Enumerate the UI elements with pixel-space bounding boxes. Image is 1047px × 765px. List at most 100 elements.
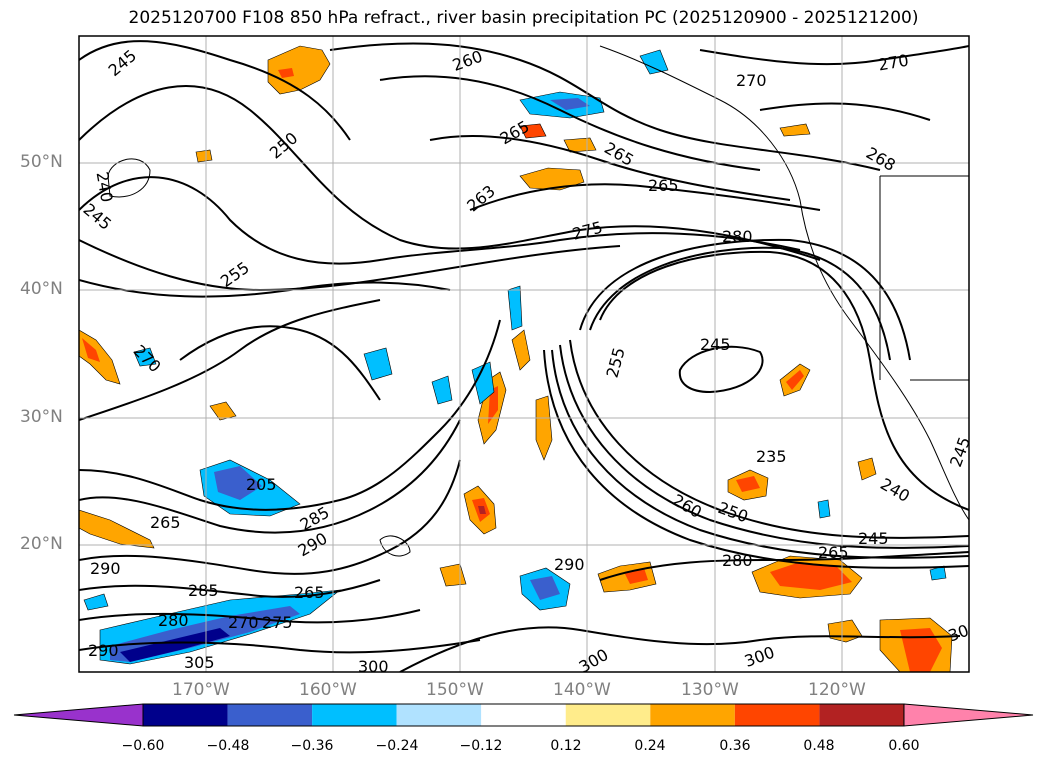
contour-line (379, 75, 761, 171)
colorbar-segment (565, 704, 651, 726)
contour-line (79, 40, 351, 141)
contour-line (79, 419, 461, 534)
contour-label: 280 (722, 551, 753, 570)
patch-cyan-center3 (431, 375, 453, 405)
colorbar-segment (819, 704, 904, 726)
contour-label: 265 (150, 513, 181, 532)
lon-label-120w: 120°W (808, 680, 866, 700)
contour-label: 275 (262, 613, 293, 632)
contour-line (79, 85, 821, 261)
patch-cyan-nw-coast (639, 49, 669, 75)
contour-label: 245 (858, 529, 889, 548)
contour-line (399, 626, 961, 672)
contour-label: 265 (648, 176, 679, 195)
contour-line (599, 551, 969, 581)
patch-orange-small4 (209, 401, 237, 421)
colorbar-segment (227, 704, 313, 726)
contour-line (543, 349, 969, 569)
patch-cyan-center2 (363, 347, 393, 381)
contour-line (678, 345, 764, 394)
patch-red-east1 (786, 370, 804, 390)
coastline-inland (879, 175, 969, 381)
patch-red-south-large (770, 562, 852, 590)
contour-label: 265 (818, 543, 849, 562)
contour-line (329, 42, 881, 171)
contour-line (79, 609, 421, 624)
contour-label: 30 (946, 621, 972, 646)
colorbar-extend-max (903, 703, 1034, 727)
patch-navy-southwest (120, 628, 230, 662)
map-frame (78, 35, 970, 673)
colorbar-segment (396, 704, 482, 726)
contour-label: 290 (554, 555, 585, 574)
patch-cyan-small4 (83, 593, 109, 611)
contour-label: 235 (756, 447, 787, 466)
contour-label: 205 (246, 475, 277, 494)
thin-contours (107, 45, 969, 557)
chart-title: 2025120700 F108 850 hPa refract., river … (128, 8, 919, 28)
colorbar-tick-label: 0.60 (888, 738, 920, 754)
contour-label: 280 (158, 611, 189, 630)
gridlines (79, 36, 969, 672)
colorbar-segment (312, 704, 397, 726)
patch-orange-strip (511, 329, 531, 371)
contour-label: 290 (90, 559, 121, 578)
colorbar-segment (143, 704, 228, 726)
contour-label: 290 (88, 641, 119, 660)
patch-orange-gulf (519, 167, 585, 191)
lon-label-150w: 150°W (426, 680, 484, 700)
contour-label: 285 (188, 581, 219, 600)
lon-label-140w: 140°W (553, 680, 611, 700)
lat-label-30n: 30°N (20, 407, 63, 427)
patch-orange-south-east3 (857, 457, 877, 481)
patch-red-east2 (736, 476, 760, 492)
lat-label-50n: 50°N (20, 152, 63, 172)
contour-label: 270 (736, 71, 767, 90)
contour-line (179, 325, 381, 401)
colorbar-extend-min (13, 703, 144, 727)
lat-label-20n: 20°N (20, 534, 63, 554)
patch-cyan-small1 (133, 347, 157, 367)
contour-line (79, 319, 501, 511)
contour-line (759, 102, 931, 121)
colorbar-segment (481, 704, 566, 726)
colorbar-tick-label: 0.24 (634, 738, 666, 754)
contour-line (579, 238, 911, 361)
patch-cyan-strip (507, 285, 523, 331)
patch-orange-small1 (519, 123, 547, 139)
coastline-north (599, 45, 969, 521)
small-contour (379, 535, 411, 557)
contour-label: 280 (722, 227, 753, 246)
map-content: 245 260 270 270 250 265 265 268 240 265 … (79, 36, 972, 676)
patch-orange-small2 (563, 137, 597, 153)
contour-label: 300 (358, 657, 389, 676)
patch-red-southeast (900, 628, 942, 672)
patch-blue-west1 (214, 466, 262, 500)
patch-orange-north (267, 45, 331, 95)
contour-line (551, 349, 969, 559)
contour-line (599, 250, 969, 511)
contour-label: 305 (184, 653, 215, 672)
patch-blue-north (550, 98, 590, 110)
contour-label: 245 (700, 335, 731, 354)
contour-line (79, 299, 381, 421)
patch-orange-small3 (195, 149, 213, 163)
patch-red-center1 (488, 386, 498, 424)
contour-line (589, 246, 891, 361)
patch-red-west-coast (82, 338, 100, 362)
contour-line (79, 459, 461, 575)
colorbar-tick-label: 0.48 (803, 738, 835, 754)
patch-orange-west-coast (79, 329, 121, 385)
lon-label-170w: 170°W (172, 680, 230, 700)
colorbar-outline (142, 703, 905, 727)
patch-orange-small5 (779, 123, 811, 137)
small-contour (107, 158, 151, 198)
refractivity-contours (79, 40, 969, 672)
contour-line (79, 579, 381, 598)
patch-orange-center3 (535, 395, 553, 461)
lon-label-130w: 130°W (681, 680, 739, 700)
patch-red-north (278, 68, 294, 78)
colorbar (13, 703, 1034, 727)
contour-label: 270 (228, 613, 259, 632)
